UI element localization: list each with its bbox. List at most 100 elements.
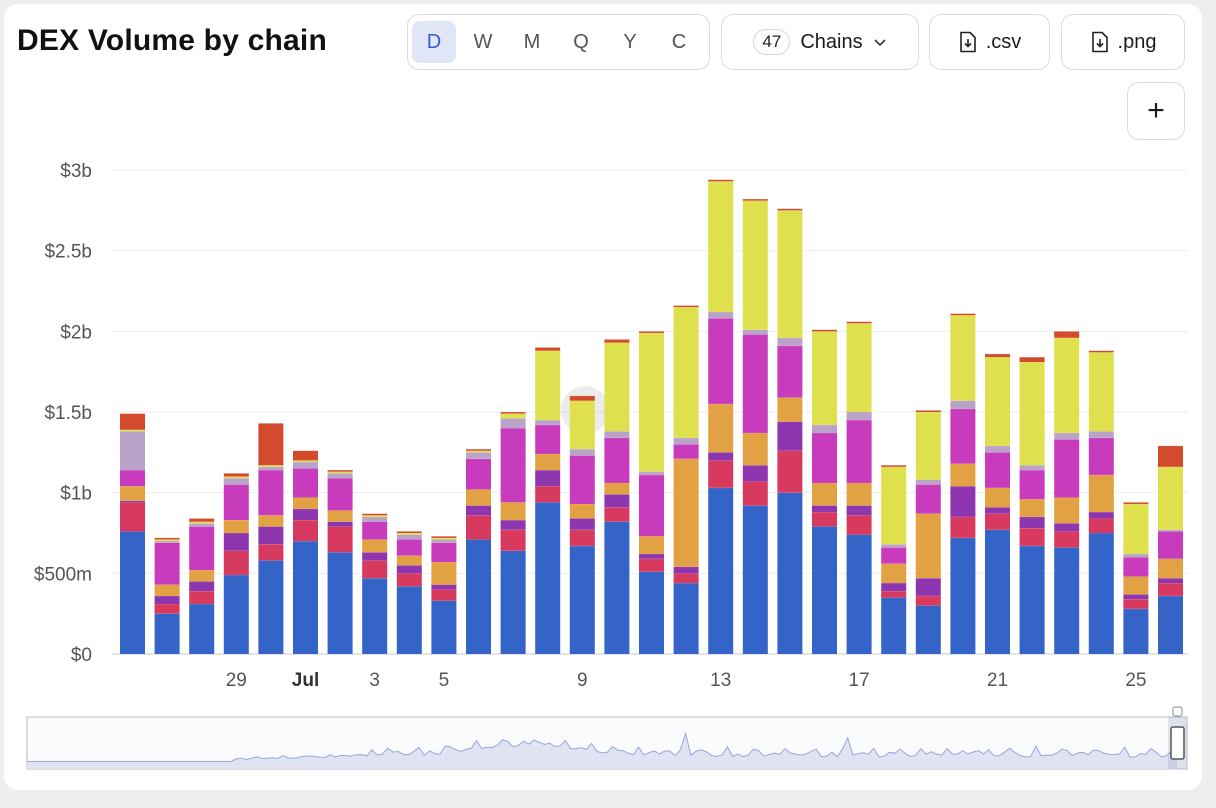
bar-segment[interactable] xyxy=(1054,531,1080,548)
bar-segment[interactable] xyxy=(1158,583,1183,596)
bar-segment[interactable] xyxy=(950,313,976,316)
bar-segment[interactable] xyxy=(223,484,249,521)
bar-segment[interactable] xyxy=(742,481,768,506)
bar-segment[interactable] xyxy=(535,420,561,425)
bar-segment[interactable] xyxy=(293,497,318,509)
bar-segment[interactable] xyxy=(1123,553,1149,558)
bar-segment[interactable] xyxy=(1019,357,1045,362)
bar-segment[interactable] xyxy=(777,208,803,211)
bar-segment[interactable] xyxy=(327,471,353,474)
bar-segment[interactable] xyxy=(846,515,872,535)
bar-segment[interactable] xyxy=(293,468,318,498)
bar-segment[interactable] xyxy=(535,350,561,421)
bar-segment[interactable] xyxy=(258,465,284,467)
bar-segment[interactable] xyxy=(223,533,249,551)
bar-segment[interactable] xyxy=(154,603,180,614)
bar-segment[interactable] xyxy=(1158,466,1183,530)
bar-segment[interactable] xyxy=(1088,431,1114,438)
bar-segment[interactable] xyxy=(1054,337,1080,433)
bar-segment[interactable] xyxy=(223,574,249,654)
bar-segment[interactable] xyxy=(120,486,145,501)
brush-handle[interactable] xyxy=(1170,726,1185,760)
bar-segment[interactable] xyxy=(985,357,1010,446)
bar-segment[interactable] xyxy=(708,403,734,453)
bar-segment[interactable] xyxy=(985,507,1010,514)
bar-segment[interactable] xyxy=(812,432,837,483)
period-button-c[interactable]: C xyxy=(671,30,687,53)
bar-segment[interactable] xyxy=(915,410,941,412)
bar-segment[interactable] xyxy=(915,578,941,596)
bar-segment[interactable] xyxy=(604,437,630,483)
bar-segment[interactable] xyxy=(154,584,180,596)
bar-segment[interactable] xyxy=(396,533,422,535)
bar-segment[interactable] xyxy=(569,529,595,546)
bar-segment[interactable] xyxy=(950,463,976,487)
period-button-w[interactable]: W xyxy=(473,30,493,53)
bar-segment[interactable] xyxy=(569,518,595,530)
bar-segment[interactable] xyxy=(154,541,180,543)
bar-segment[interactable] xyxy=(500,418,526,429)
bar-segment[interactable] xyxy=(846,321,872,324)
bar-segment[interactable] xyxy=(500,529,526,551)
bar-segment[interactable] xyxy=(742,465,768,482)
bar-segment[interactable] xyxy=(362,515,388,517)
bar-segment[interactable] xyxy=(258,470,284,516)
bar-segment[interactable] xyxy=(258,515,284,527)
bar-segment[interactable] xyxy=(466,515,491,540)
bar-segment[interactable] xyxy=(881,465,907,467)
bar-segment[interactable] xyxy=(1054,432,1080,440)
bar-segment[interactable] xyxy=(293,508,318,521)
bar-segment[interactable] xyxy=(569,395,595,401)
bar-segment[interactable] xyxy=(1019,465,1045,471)
bar-segment[interactable] xyxy=(466,505,491,516)
bar-segment[interactable] xyxy=(639,331,664,333)
bar-segment[interactable] xyxy=(846,505,872,516)
bar-segment[interactable] xyxy=(742,199,768,201)
bar-segment[interactable] xyxy=(569,400,595,450)
period-button-d[interactable]: D xyxy=(412,21,456,63)
bar-segment[interactable] xyxy=(396,586,422,654)
bar-segment[interactable] xyxy=(985,529,1010,654)
bar-segment[interactable] xyxy=(742,432,768,466)
bar-segment[interactable] xyxy=(327,510,353,522)
download-png-button[interactable]: .png xyxy=(1061,14,1185,70)
bar-segment[interactable] xyxy=(535,470,561,487)
bar-segment[interactable] xyxy=(604,342,630,432)
bar-segment[interactable] xyxy=(1054,547,1080,654)
bar-segment[interactable] xyxy=(569,449,595,456)
period-button-m[interactable]: M xyxy=(523,30,541,53)
bar-segment[interactable] xyxy=(120,500,145,503)
bar-segment[interactable] xyxy=(431,542,457,563)
bar-segment[interactable] xyxy=(1158,531,1183,559)
bar-segment[interactable] xyxy=(673,458,699,567)
bar-segment[interactable] xyxy=(639,571,664,654)
bar-segment[interactable] xyxy=(154,539,180,542)
bar-segment[interactable] xyxy=(396,531,422,533)
bar-segment[interactable] xyxy=(569,503,595,519)
bar-segment[interactable] xyxy=(950,408,976,464)
bar-segment[interactable] xyxy=(154,613,180,654)
bar-segment[interactable] xyxy=(258,526,284,545)
bar-segment[interactable] xyxy=(1158,595,1183,654)
bar-segment[interactable] xyxy=(708,181,734,312)
bar-segment[interactable] xyxy=(777,397,803,422)
bar-segment[interactable] xyxy=(639,471,664,475)
bar-segment[interactable] xyxy=(362,578,388,654)
bar-segment[interactable] xyxy=(777,492,803,654)
bar-segment[interactable] xyxy=(742,329,768,335)
bar-segment[interactable] xyxy=(293,520,318,542)
bar-segment[interactable] xyxy=(1123,599,1149,609)
bar-segment[interactable] xyxy=(535,453,561,471)
bar-segment[interactable] xyxy=(223,478,249,485)
bar-segment[interactable] xyxy=(1123,608,1149,654)
bar-segment[interactable] xyxy=(189,570,215,582)
bar-segment[interactable] xyxy=(396,534,422,540)
bar-segment[interactable] xyxy=(1088,518,1114,533)
bar-segment[interactable] xyxy=(535,424,561,454)
bar-segment[interactable] xyxy=(1158,578,1183,584)
bar-segment[interactable] xyxy=(881,547,907,564)
bar-segment[interactable] xyxy=(1123,557,1149,577)
brush-handle-grip[interactable] xyxy=(1172,706,1183,717)
bar-segment[interactable] xyxy=(881,544,907,548)
bar-segment[interactable] xyxy=(466,452,491,459)
